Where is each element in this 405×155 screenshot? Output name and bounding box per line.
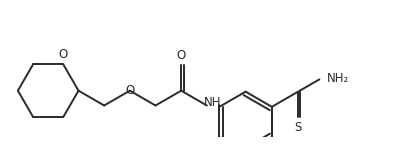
Text: O: O [125,84,134,97]
Text: NH: NH [204,96,221,109]
Text: O: O [176,49,185,62]
Text: NH₂: NH₂ [326,72,349,85]
Text: S: S [294,121,301,134]
Text: O: O [59,48,68,61]
